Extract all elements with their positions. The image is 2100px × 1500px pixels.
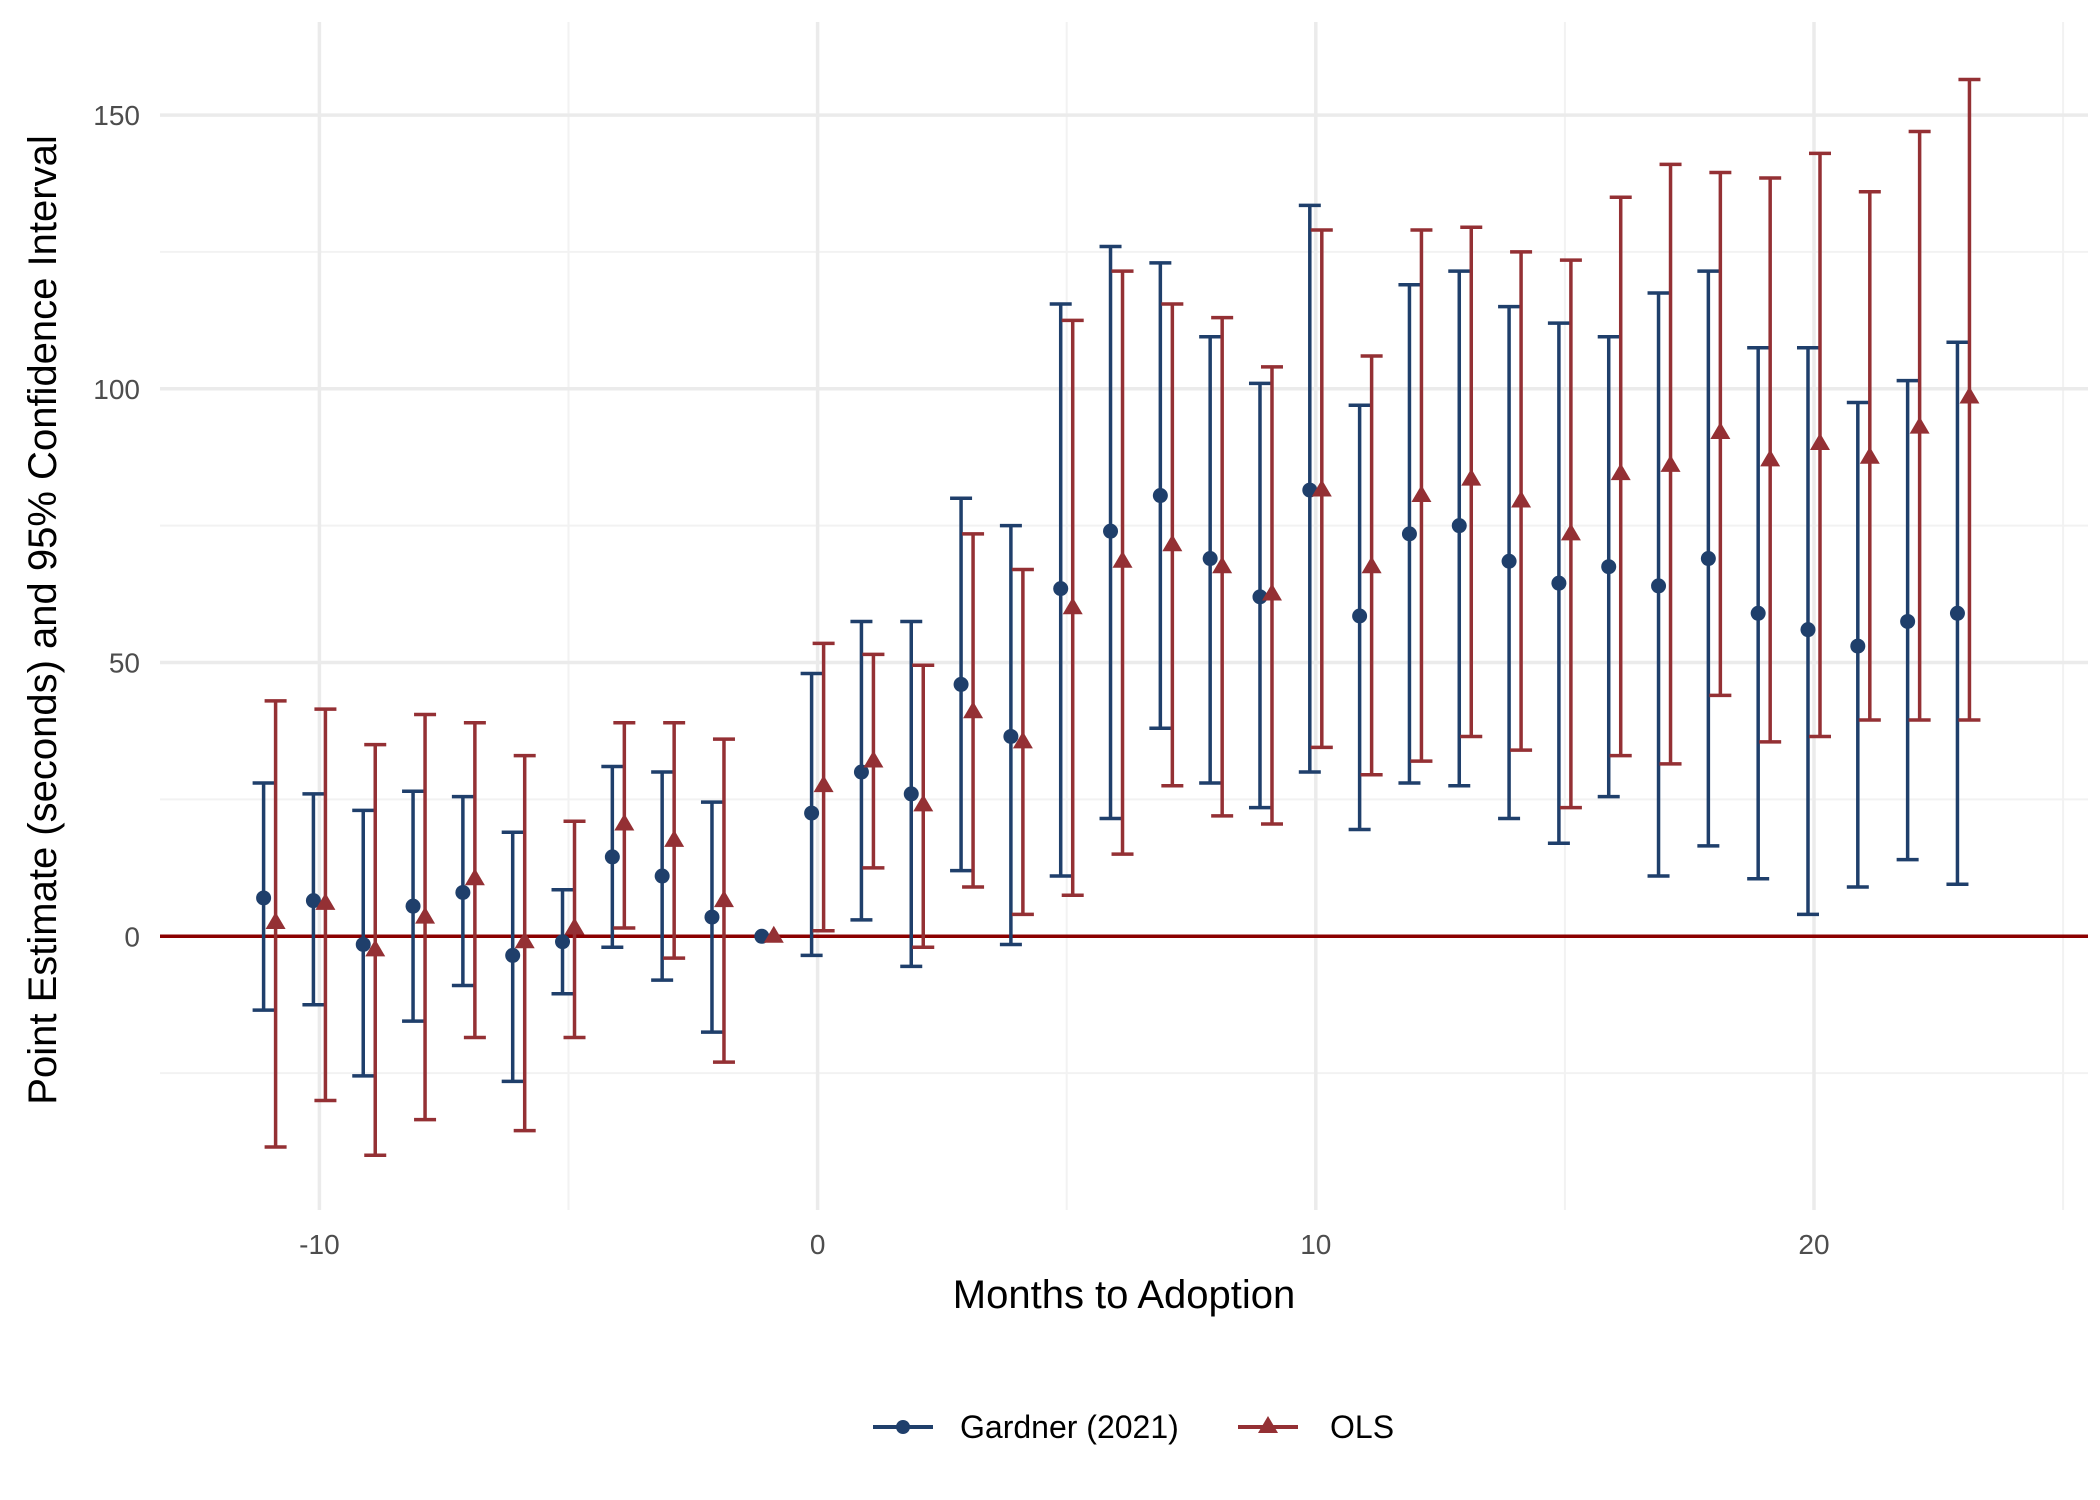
point-marker — [1850, 638, 1866, 654]
legend-gardner-circle-icon — [896, 1420, 910, 1434]
point-marker — [256, 890, 272, 906]
point-marker — [1202, 551, 1218, 567]
point-marker — [1859, 446, 1880, 464]
point-marker — [1809, 433, 1830, 451]
point-marker — [355, 936, 371, 952]
point-marker — [654, 868, 670, 884]
y-tick-label: 150 — [93, 100, 140, 131]
point-marker — [1401, 526, 1417, 542]
point-marker — [1760, 449, 1781, 467]
point-marker — [305, 893, 321, 909]
point-marker — [1501, 553, 1517, 569]
point-marker — [555, 934, 571, 950]
x-tick-label: 20 — [1798, 1229, 1829, 1260]
point-marker — [265, 912, 286, 930]
point-marker — [1461, 468, 1482, 486]
point-marker — [1900, 613, 1916, 629]
point-marker — [1511, 490, 1532, 508]
series-layer — [252, 77, 1981, 1158]
point-marker — [1003, 728, 1019, 744]
point-marker — [1361, 556, 1382, 574]
point-marker — [1710, 422, 1731, 440]
point-marker — [415, 906, 436, 924]
point-marker — [804, 805, 820, 821]
y-axis-title: Point Estimate (seconds) and 95% Confide… — [21, 135, 65, 1104]
y-tick-labels: 0 50 100 150 — [93, 100, 140, 952]
point-marker — [913, 794, 934, 812]
point-marker — [1162, 534, 1183, 552]
point-marker — [903, 786, 919, 802]
point-marker — [564, 917, 585, 935]
point-marker — [1212, 556, 1233, 574]
point-marker — [1949, 605, 1965, 621]
point-marker — [1261, 583, 1282, 601]
point-marker — [1660, 454, 1681, 472]
point-marker — [1909, 416, 1930, 434]
x-tick-labels: -10 0 10 20 — [299, 1229, 1829, 1260]
point-marker — [863, 750, 884, 768]
point-marker — [455, 884, 471, 900]
point-marker — [1610, 463, 1631, 481]
x-tick-label: -10 — [299, 1229, 339, 1260]
point-marker — [1560, 523, 1581, 541]
point-marker — [1551, 575, 1567, 591]
point-marker — [704, 909, 720, 925]
legend-item-ols: OLS — [1238, 1409, 1394, 1445]
point-marker — [1062, 597, 1083, 615]
point-marker — [763, 925, 784, 943]
point-marker — [664, 829, 685, 847]
point-marker — [813, 775, 834, 793]
point-marker — [464, 868, 485, 886]
y-tick-label: 100 — [93, 374, 140, 405]
x-tick-label: 0 — [810, 1229, 826, 1260]
point-marker — [953, 676, 969, 692]
legend-ols-label: OLS — [1330, 1409, 1394, 1445]
point-marker — [1800, 622, 1816, 638]
point-marker — [1352, 608, 1368, 624]
point-marker — [315, 892, 336, 910]
point-marker — [1112, 550, 1133, 568]
point-marker — [1053, 581, 1069, 597]
point-marker — [1152, 488, 1168, 504]
point-marker — [1252, 589, 1268, 605]
point-marker — [1311, 479, 1332, 497]
point-marker — [1012, 731, 1033, 749]
point-marker — [1601, 559, 1617, 575]
point-marker — [1959, 386, 1980, 404]
point-marker — [1411, 485, 1432, 503]
x-axis-title: Months to Adoption — [953, 1273, 1295, 1317]
point-marker — [505, 947, 521, 963]
point-marker — [604, 849, 620, 865]
ols-series — [264, 77, 1981, 1158]
point-marker — [1451, 518, 1467, 534]
y-tick-label: 50 — [109, 648, 140, 679]
gardner-series — [252, 203, 1969, 1084]
point-marker — [853, 764, 869, 780]
point-marker — [963, 701, 984, 719]
point-marker — [1103, 523, 1119, 539]
point-marker — [1750, 605, 1766, 621]
point-marker — [514, 931, 535, 949]
point-marker — [405, 898, 421, 914]
legend-gardner-label: Gardner (2021) — [960, 1409, 1179, 1445]
point-marker — [1700, 551, 1716, 567]
point-marker — [713, 890, 734, 908]
legend-item-gardner: Gardner (2021) — [873, 1409, 1179, 1445]
x-tick-label: 10 — [1300, 1229, 1331, 1260]
legend: Gardner (2021) OLS — [873, 1409, 1394, 1445]
point-marker — [614, 813, 635, 831]
legend-ols-triangle-icon — [1258, 1416, 1278, 1433]
y-tick-label: 0 — [124, 921, 140, 952]
point-marker — [365, 939, 386, 957]
point-marker — [1651, 578, 1667, 594]
